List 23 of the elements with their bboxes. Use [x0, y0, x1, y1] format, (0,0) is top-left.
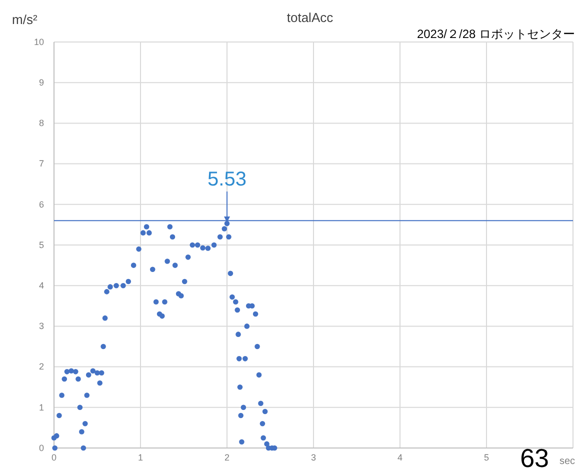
annotation: 5.53 — [208, 168, 246, 190]
x-tick-label: 0 — [51, 452, 57, 462]
y-tick-label: 9 — [38, 77, 44, 88]
y-tick-label: 4 — [38, 280, 44, 290]
y-tick-label: 7 — [38, 158, 44, 169]
x-tick-label: 2 — [224, 452, 230, 462]
x-tick-label: 1 — [138, 452, 144, 462]
y-tick-label: 2 — [38, 362, 44, 372]
y-tick-label: 0 — [38, 442, 44, 453]
y-tick-label: 10 — [34, 36, 44, 47]
x-tick-label: 3 — [310, 452, 316, 462]
annotation: 63 — [520, 443, 549, 468]
y-tick-label: 3 — [38, 321, 44, 332]
x-tick-label: 4 — [397, 452, 403, 462]
chart-title: totalAcc — [286, 10, 334, 25]
y-tick-label: 1 — [38, 402, 44, 412]
x-axis-title: sec — [559, 456, 575, 467]
y-tick-label: 8 — [38, 118, 44, 128]
y-tick-label: 6 — [38, 199, 44, 210]
y-tick-label: 5 — [38, 240, 44, 250]
y-axis-title: m/s² — [12, 12, 38, 27]
x-tick-label: 5 — [484, 452, 490, 462]
chart-subtitle: 2023/２/28 ロボットセンター — [416, 27, 575, 41]
